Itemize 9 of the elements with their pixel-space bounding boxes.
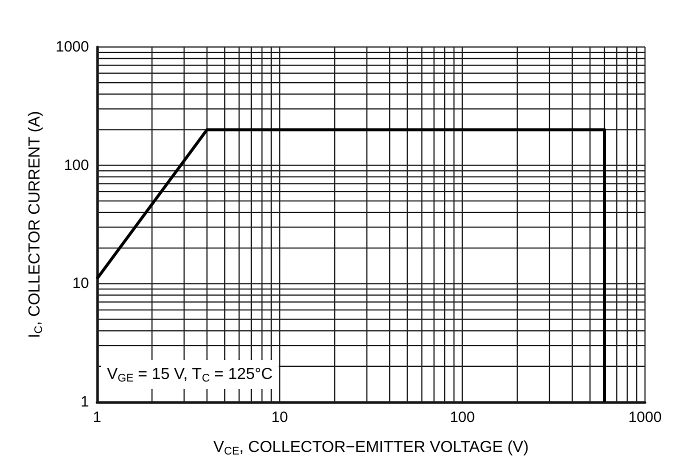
x-tick-label: 1000 [628,409,662,426]
x-tick-label: 1 [92,409,102,426]
y-axis-title: IC, COLLECTOR CURRENT (A) [26,111,46,338]
y-tick-label: 10 [72,275,89,292]
y-tick-label: 1 [80,394,89,410]
y-tick-label: 100 [64,156,89,174]
x-tick-label: 10 [271,409,288,426]
x-tick-label: 100 [450,409,475,426]
y-tick-label: 1000 [56,38,89,56]
